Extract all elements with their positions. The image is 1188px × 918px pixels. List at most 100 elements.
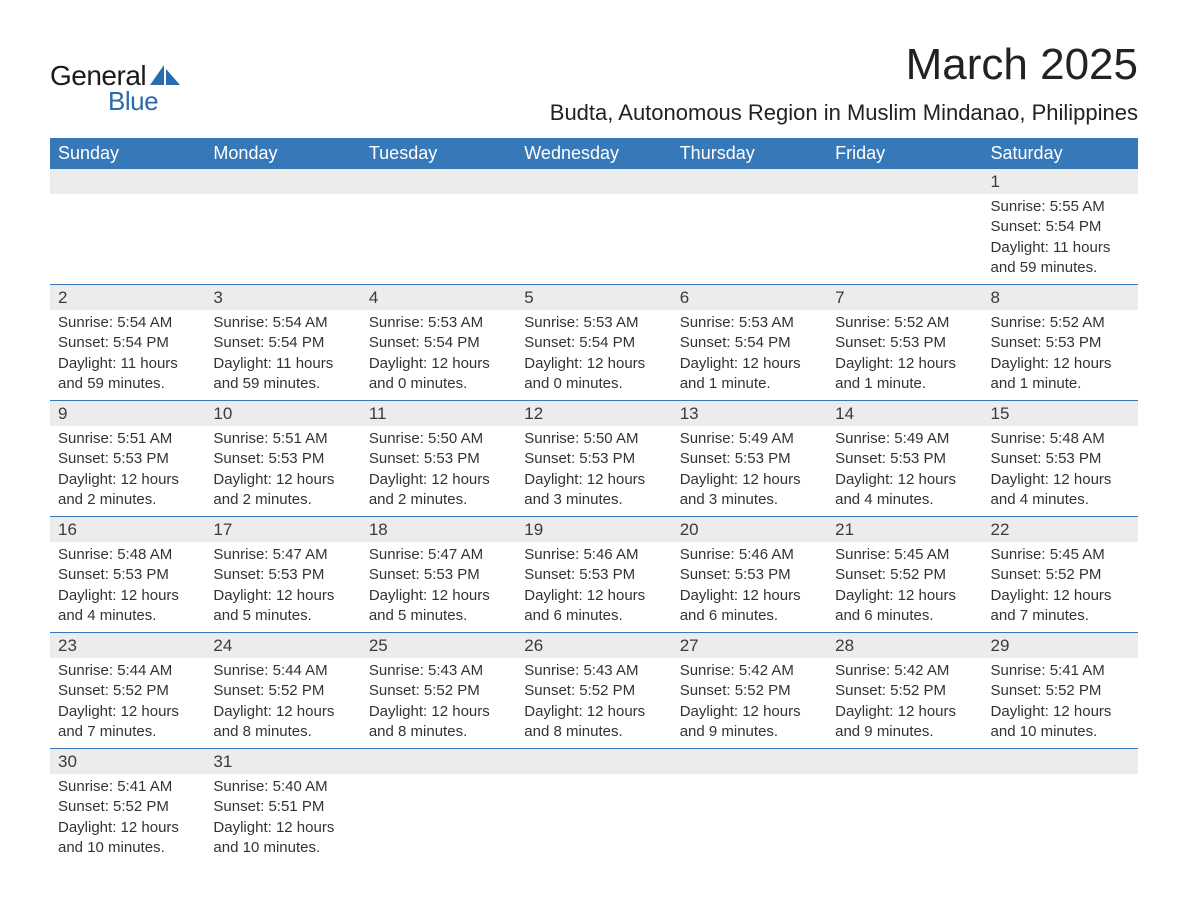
sunrise-line: Sunrise: 5:47 AM	[369, 545, 508, 565]
sunset-line: Sunset: 5:53 PM	[991, 333, 1130, 353]
sunrise-line: Sunrise: 5:40 AM	[213, 777, 352, 797]
weekday-monday: Monday	[205, 138, 360, 169]
sunset-line: Sunset: 5:54 PM	[213, 333, 352, 353]
sunset-line: Sunset: 5:52 PM	[835, 565, 974, 585]
sunset-line: Sunset: 5:51 PM	[213, 797, 352, 817]
sunset-line: Sunset: 5:53 PM	[524, 565, 663, 585]
daylight-line: Daylight: 12 hours and 4 minutes.	[835, 470, 974, 511]
week-1-daynums: 2345678	[50, 285, 1138, 311]
sunset-line: Sunset: 5:52 PM	[58, 681, 197, 701]
daylight-line: Daylight: 12 hours and 8 minutes.	[369, 702, 508, 743]
day-8-details: Sunrise: 5:52 AMSunset: 5:53 PMDaylight:…	[983, 310, 1138, 401]
day-8-number: 8	[983, 285, 1138, 311]
sunrise-line: Sunrise: 5:52 AM	[991, 313, 1130, 333]
daylight-line: Daylight: 11 hours and 59 minutes.	[58, 354, 197, 395]
day-empty	[50, 169, 205, 194]
logo-text-blue: Blue	[108, 86, 182, 117]
day-31-details: Sunrise: 5:40 AMSunset: 5:51 PMDaylight:…	[205, 774, 360, 864]
weekday-wednesday: Wednesday	[516, 138, 671, 169]
sunrise-line: Sunrise: 5:54 AM	[213, 313, 352, 333]
week-0-daynums: 1	[50, 169, 1138, 194]
day-27-details: Sunrise: 5:42 AMSunset: 5:52 PMDaylight:…	[672, 658, 827, 749]
daylight-line: Daylight: 12 hours and 4 minutes.	[58, 586, 197, 627]
sunrise-line: Sunrise: 5:50 AM	[524, 429, 663, 449]
day-12-details: Sunrise: 5:50 AMSunset: 5:53 PMDaylight:…	[516, 426, 671, 517]
daylight-line: Daylight: 12 hours and 1 minute.	[680, 354, 819, 395]
weekday-friday: Friday	[827, 138, 982, 169]
sunset-line: Sunset: 5:54 PM	[680, 333, 819, 353]
daylight-line: Daylight: 12 hours and 5 minutes.	[369, 586, 508, 627]
sunrise-line: Sunrise: 5:44 AM	[58, 661, 197, 681]
week-2-daynums: 9101112131415	[50, 401, 1138, 427]
day-empty-content	[361, 194, 516, 285]
sunset-line: Sunset: 5:53 PM	[369, 565, 508, 585]
sunset-line: Sunset: 5:53 PM	[835, 333, 974, 353]
day-10-details: Sunrise: 5:51 AMSunset: 5:53 PMDaylight:…	[205, 426, 360, 517]
day-empty-content	[361, 774, 516, 864]
daylight-line: Daylight: 12 hours and 8 minutes.	[213, 702, 352, 743]
day-empty	[205, 169, 360, 194]
daylight-line: Daylight: 12 hours and 3 minutes.	[524, 470, 663, 511]
day-3-number: 3	[205, 285, 360, 311]
day-empty	[672, 169, 827, 194]
weekday-sunday: Sunday	[50, 138, 205, 169]
day-empty	[361, 169, 516, 194]
sunrise-line: Sunrise: 5:48 AM	[58, 545, 197, 565]
day-9-details: Sunrise: 5:51 AMSunset: 5:53 PMDaylight:…	[50, 426, 205, 517]
sunrise-line: Sunrise: 5:53 AM	[524, 313, 663, 333]
daylight-line: Daylight: 12 hours and 9 minutes.	[680, 702, 819, 743]
day-12-number: 12	[516, 401, 671, 427]
page-header: General Blue March 2025 Budta, Autonomou…	[50, 40, 1138, 126]
day-23-number: 23	[50, 633, 205, 659]
day-24-number: 24	[205, 633, 360, 659]
daylight-line: Daylight: 12 hours and 1 minute.	[991, 354, 1130, 395]
day-3-details: Sunrise: 5:54 AMSunset: 5:54 PMDaylight:…	[205, 310, 360, 401]
week-2-content: Sunrise: 5:51 AMSunset: 5:53 PMDaylight:…	[50, 426, 1138, 517]
sunrise-line: Sunrise: 5:46 AM	[524, 545, 663, 565]
sunrise-line: Sunrise: 5:45 AM	[991, 545, 1130, 565]
day-19-details: Sunrise: 5:46 AMSunset: 5:53 PMDaylight:…	[516, 542, 671, 633]
day-9-number: 9	[50, 401, 205, 427]
sunrise-line: Sunrise: 5:53 AM	[680, 313, 819, 333]
day-17-number: 17	[205, 517, 360, 543]
day-empty-content	[827, 774, 982, 864]
daylight-line: Daylight: 12 hours and 6 minutes.	[680, 586, 819, 627]
sunrise-line: Sunrise: 5:46 AM	[680, 545, 819, 565]
day-28-number: 28	[827, 633, 982, 659]
week-5-content: Sunrise: 5:41 AMSunset: 5:52 PMDaylight:…	[50, 774, 1138, 864]
day-16-number: 16	[50, 517, 205, 543]
daylight-line: Daylight: 12 hours and 6 minutes.	[835, 586, 974, 627]
sunset-line: Sunset: 5:52 PM	[58, 797, 197, 817]
daylight-line: Daylight: 12 hours and 10 minutes.	[213, 818, 352, 859]
day-18-details: Sunrise: 5:47 AMSunset: 5:53 PMDaylight:…	[361, 542, 516, 633]
sunset-line: Sunset: 5:53 PM	[58, 565, 197, 585]
daylight-line: Daylight: 12 hours and 7 minutes.	[991, 586, 1130, 627]
day-21-number: 21	[827, 517, 982, 543]
sunset-line: Sunset: 5:53 PM	[680, 565, 819, 585]
day-empty	[672, 749, 827, 775]
week-4-daynums: 23242526272829	[50, 633, 1138, 659]
sunset-line: Sunset: 5:54 PM	[58, 333, 197, 353]
day-11-number: 11	[361, 401, 516, 427]
sunrise-line: Sunrise: 5:50 AM	[369, 429, 508, 449]
day-30-number: 30	[50, 749, 205, 775]
sunset-line: Sunset: 5:52 PM	[213, 681, 352, 701]
day-empty	[983, 749, 1138, 775]
logo: General Blue	[50, 60, 182, 117]
daylight-line: Daylight: 12 hours and 4 minutes.	[991, 470, 1130, 511]
daylight-line: Daylight: 12 hours and 2 minutes.	[213, 470, 352, 511]
day-empty	[827, 749, 982, 775]
day-14-details: Sunrise: 5:49 AMSunset: 5:53 PMDaylight:…	[827, 426, 982, 517]
sunset-line: Sunset: 5:53 PM	[369, 449, 508, 469]
daylight-line: Daylight: 12 hours and 2 minutes.	[369, 470, 508, 511]
day-5-details: Sunrise: 5:53 AMSunset: 5:54 PMDaylight:…	[516, 310, 671, 401]
sunrise-line: Sunrise: 5:41 AM	[991, 661, 1130, 681]
daylight-line: Daylight: 12 hours and 3 minutes.	[680, 470, 819, 511]
day-1-number: 1	[983, 169, 1138, 194]
day-2-details: Sunrise: 5:54 AMSunset: 5:54 PMDaylight:…	[50, 310, 205, 401]
day-empty-content	[827, 194, 982, 285]
sunrise-line: Sunrise: 5:49 AM	[835, 429, 974, 449]
day-15-number: 15	[983, 401, 1138, 427]
day-2-number: 2	[50, 285, 205, 311]
week-1-content: Sunrise: 5:54 AMSunset: 5:54 PMDaylight:…	[50, 310, 1138, 401]
